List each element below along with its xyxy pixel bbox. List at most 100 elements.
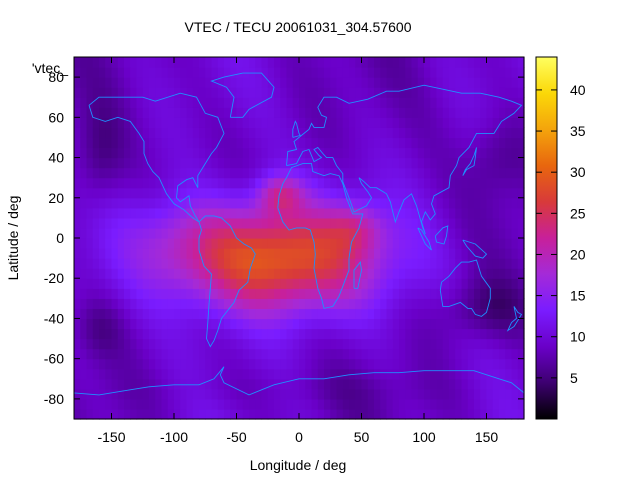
heatmap-cell: [405, 227, 413, 239]
heatmap-cell: [317, 358, 325, 370]
heatmap-cell: [186, 137, 194, 149]
heatmap-cell: [292, 77, 300, 88]
heatmap-cell: [80, 187, 88, 199]
heatmap-cell: [255, 238, 263, 249]
heatmap-cell: [361, 358, 369, 370]
heatmap-cell: [405, 197, 413, 209]
heatmap-cell: [474, 197, 481, 209]
heatmap-cell: [417, 378, 425, 390]
heatmap-cell: [480, 328, 488, 340]
heatmap-cell: [92, 358, 100, 370]
y-tick-label: -60: [44, 351, 64, 367]
heatmap-cell: [380, 67, 388, 78]
heatmap-cell: [130, 97, 138, 108]
heatmap-cell: [292, 207, 300, 219]
heatmap-cell: [261, 197, 269, 209]
heatmap-cell: [380, 308, 388, 320]
heatmap-cell: [142, 308, 150, 320]
heatmap-cell: [349, 147, 356, 159]
heatmap-cell: [249, 57, 256, 68]
heatmap-cell: [267, 318, 275, 330]
heatmap-cell: [80, 147, 88, 159]
heatmap-cell: [417, 288, 425, 299]
heatmap-cell: [417, 107, 425, 118]
heatmap-cell: [311, 258, 319, 269]
x-tick-label: -150: [97, 429, 125, 445]
heatmap-cell: [392, 167, 400, 179]
heatmap-cell: [205, 288, 213, 299]
heatmap-cell: [136, 388, 144, 400]
heatmap-cell: [74, 368, 81, 380]
heatmap-cell: [242, 67, 250, 78]
heatmap-cell: [217, 217, 225, 229]
heatmap-cell: [286, 308, 294, 320]
heatmap-cell: [474, 217, 481, 229]
heatmap-cell: [317, 388, 325, 400]
heatmap-cell: [236, 227, 244, 239]
heatmap-cell: [236, 107, 244, 118]
heatmap-cell: [361, 127, 369, 139]
heatmap-cell: [361, 318, 369, 330]
heatmap-cell: [130, 227, 138, 239]
heatmap-cell: [349, 298, 356, 309]
heatmap-cell: [274, 268, 281, 279]
heatmap-cell: [467, 308, 475, 320]
heatmap-cell: [167, 177, 175, 189]
heatmap-cell: [280, 328, 288, 340]
heatmap-cell: [480, 87, 488, 98]
heatmap-cell: [386, 328, 394, 340]
heatmap-cell: [411, 328, 419, 340]
heatmap-cell: [324, 147, 331, 159]
heatmap-cell: [180, 227, 188, 239]
heatmap-cell: [86, 338, 94, 350]
heatmap-cell: [142, 217, 150, 229]
heatmap-cell: [342, 398, 350, 410]
heatmap-cell: [211, 147, 219, 159]
heatmap-cell: [267, 288, 275, 299]
heatmap-cell: [374, 167, 381, 179]
heatmap-cell: [486, 187, 494, 199]
heatmap-cell: [261, 278, 269, 289]
heatmap-cell: [130, 87, 138, 98]
heatmap-cell: [386, 318, 394, 330]
heatmap-cell: [317, 368, 325, 380]
heatmap-cell: [211, 127, 219, 139]
heatmap-cell: [349, 398, 356, 410]
heatmap-cell: [349, 167, 356, 179]
heatmap-cell: [317, 408, 325, 420]
heatmap-cell: [242, 117, 250, 128]
heatmap-cell: [92, 258, 100, 269]
heatmap-cell: [280, 167, 288, 179]
heatmap-cell: [424, 358, 431, 370]
heatmap-cell: [380, 97, 388, 108]
heatmap-cell: [374, 388, 381, 400]
heatmap-cell: [80, 408, 88, 420]
heatmap-cell: [405, 157, 413, 169]
heatmap-cell: [261, 328, 269, 340]
heatmap-cell: [442, 328, 450, 340]
heatmap-cell: [105, 388, 113, 400]
heatmap-cell: [261, 268, 269, 279]
heatmap-cell: [205, 107, 213, 118]
heatmap-cell: [480, 167, 488, 179]
heatmap-cell: [105, 398, 113, 410]
heatmap-cell: [92, 57, 100, 68]
heatmap-cell: [361, 288, 369, 299]
heatmap-cell: [236, 147, 244, 159]
heatmap-cell: [230, 127, 238, 139]
heatmap-cell: [474, 77, 481, 88]
heatmap-cell: [105, 258, 113, 269]
heatmap-cell: [355, 308, 363, 320]
heatmap-cell: [255, 177, 263, 189]
heatmap-cell: [74, 197, 81, 209]
heatmap-cell: [230, 57, 238, 68]
heatmap-cell: [367, 338, 375, 350]
heatmap-cell: [505, 368, 513, 380]
heatmap-cell: [317, 137, 325, 149]
heatmap-cell: [361, 227, 369, 239]
heatmap-cell: [211, 318, 219, 330]
heatmap-cell: [180, 107, 188, 118]
heatmap-cell: [111, 97, 119, 108]
heatmap-cell: [324, 97, 331, 108]
heatmap-cell: [511, 157, 519, 169]
